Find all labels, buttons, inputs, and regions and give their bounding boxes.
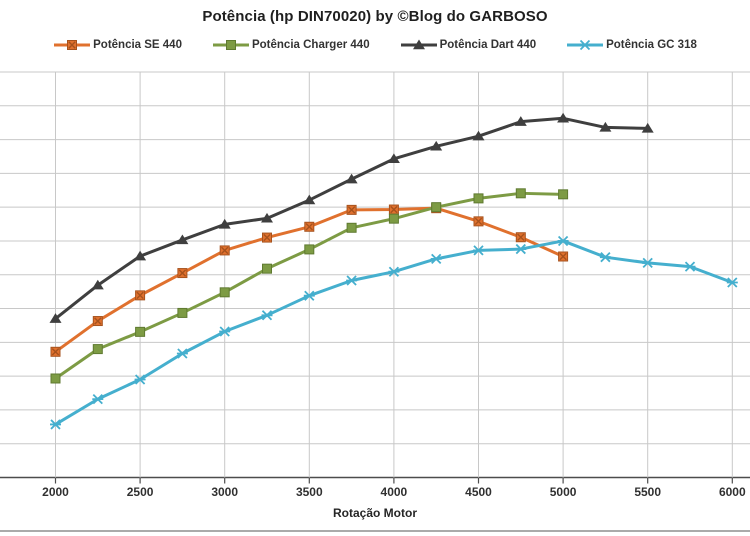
- data-point-marker: [50, 373, 61, 384]
- data-point-marker: [219, 326, 231, 337]
- legend-marker-glyph: [400, 39, 437, 50]
- marker-x-glyph: [68, 41, 76, 49]
- data-point-marker: [50, 419, 61, 430]
- chart-title: Potência (hp DIN70020) by ©Blog do GARBO…: [202, 8, 548, 25]
- data-point-marker: [176, 348, 188, 359]
- marker-x-glyph: [559, 252, 567, 261]
- data-point-marker: [388, 266, 400, 277]
- legend-label-gc-318: Potência GC 318: [606, 39, 697, 51]
- data-point-marker: [387, 153, 400, 164]
- data-point-marker: [177, 307, 188, 318]
- data-point-marker: [92, 344, 103, 355]
- series-pot-ncia-gc-318: [50, 235, 738, 430]
- data-point-marker: [303, 194, 316, 205]
- data-point-marker: [684, 261, 696, 272]
- data-point-marker: [431, 202, 442, 213]
- legend-marker-glyph: [567, 39, 604, 51]
- data-point-marker: [176, 234, 189, 245]
- x-tick-label: 3500: [295, 485, 323, 499]
- marker-x-glyph: [390, 205, 398, 214]
- x-tick-label: 5000: [549, 485, 577, 499]
- data-point-marker: [473, 245, 484, 256]
- series-line: [54, 116, 650, 321]
- marker-x-glyph: [178, 269, 187, 277]
- data-point-marker: [304, 244, 315, 255]
- legend-item-charger-440: Potência Charger 440: [212, 39, 370, 51]
- x-tick-label: 2000: [42, 485, 69, 499]
- data-point-marker: [346, 275, 358, 286]
- marker-x-glyph: [263, 233, 271, 242]
- marker-x-glyph: [221, 246, 229, 255]
- legend-label-se-440: Potência SE 440: [93, 39, 182, 51]
- legend-marker-gc-318-icon: [566, 39, 604, 51]
- legend-marker-glyph: [212, 40, 249, 50]
- x-axis-title: Rotação Motor: [333, 506, 417, 520]
- data-point-marker: [599, 252, 611, 263]
- marker-x-glyph: [517, 233, 525, 241]
- marker-x-glyph: [305, 223, 313, 231]
- data-point-marker: [473, 193, 484, 204]
- data-point-marker: [388, 213, 399, 224]
- marker-x-glyph: [474, 217, 483, 226]
- data-point-marker: [134, 250, 147, 261]
- chart-legend: Potência SE 440 Potência Charger 440 Pot…: [0, 36, 750, 54]
- data-point-marker: [642, 257, 654, 269]
- marker-x-glyph: [51, 348, 60, 356]
- data-point-marker: [472, 130, 485, 141]
- data-point-marker: [261, 310, 273, 321]
- data-point-marker: [557, 112, 570, 123]
- legend-marker-charger-440-icon: [212, 39, 250, 51]
- legend-item-dart-440: Potência Dart 440: [400, 39, 537, 51]
- data-point-marker: [515, 243, 527, 255]
- marker-x-glyph: [347, 206, 356, 214]
- data-point-marker: [412, 39, 425, 50]
- series-pot-ncia-dart-440: [49, 112, 654, 323]
- legend-marker-glyph: [54, 40, 91, 50]
- data-point-marker: [641, 122, 654, 133]
- data-point-marker: [92, 393, 104, 405]
- data-point-marker: [303, 290, 315, 301]
- legend-label-charger-440: Potência Charger 440: [251, 39, 370, 51]
- data-point-marker: [346, 222, 357, 233]
- legend-item-gc-318: Potência GC 318: [566, 39, 697, 51]
- legend-marker-se-440-icon: [53, 39, 91, 51]
- data-point-marker: [49, 313, 62, 323]
- data-point-marker: [579, 39, 591, 51]
- data-point-marker: [219, 287, 230, 298]
- data-point-marker: [218, 218, 231, 229]
- data-point-marker: [430, 253, 442, 265]
- data-point-marker: [430, 140, 443, 151]
- x-tick-label: 4500: [465, 485, 492, 499]
- data-point-marker: [135, 326, 146, 337]
- marker-x-glyph: [94, 317, 102, 325]
- x-tick-label: 4000: [380, 485, 408, 499]
- data-point-marker: [345, 173, 358, 184]
- legend-item-se-440: Potência SE 440: [53, 39, 182, 51]
- data-point-marker: [134, 374, 146, 385]
- series-pot-ncia-charger-440: [50, 188, 569, 384]
- data-point-marker: [558, 189, 569, 200]
- data-point-marker: [726, 277, 738, 288]
- data-point-marker: [225, 40, 236, 50]
- data-point-marker: [262, 263, 272, 274]
- data-point-marker: [515, 188, 526, 199]
- x-tick-label: 3000: [211, 485, 239, 499]
- data-point-marker: [557, 235, 569, 247]
- series-pot-ncia-se-440: [50, 203, 569, 357]
- legend-label-dart-440: Potência Dart 440: [439, 39, 537, 51]
- marker-x-glyph: [136, 291, 144, 300]
- data-point-marker: [599, 121, 612, 132]
- x-tick-label: 2500: [126, 485, 154, 499]
- data-point-marker: [261, 212, 273, 223]
- bottom-border-line: [0, 530, 750, 532]
- x-tick-label: 6000: [718, 485, 746, 499]
- data-point-marker: [514, 116, 527, 126]
- data-point-marker: [91, 279, 104, 290]
- x-tick-label: 5500: [634, 485, 662, 499]
- legend-marker-dart-440-icon: [400, 39, 438, 51]
